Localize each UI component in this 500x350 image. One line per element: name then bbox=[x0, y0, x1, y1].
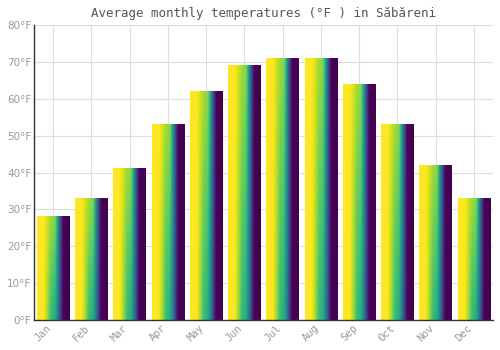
Title: Average monthly temperatures (°F ) in Săbăreni: Average monthly temperatures (°F ) in Să… bbox=[91, 7, 436, 20]
